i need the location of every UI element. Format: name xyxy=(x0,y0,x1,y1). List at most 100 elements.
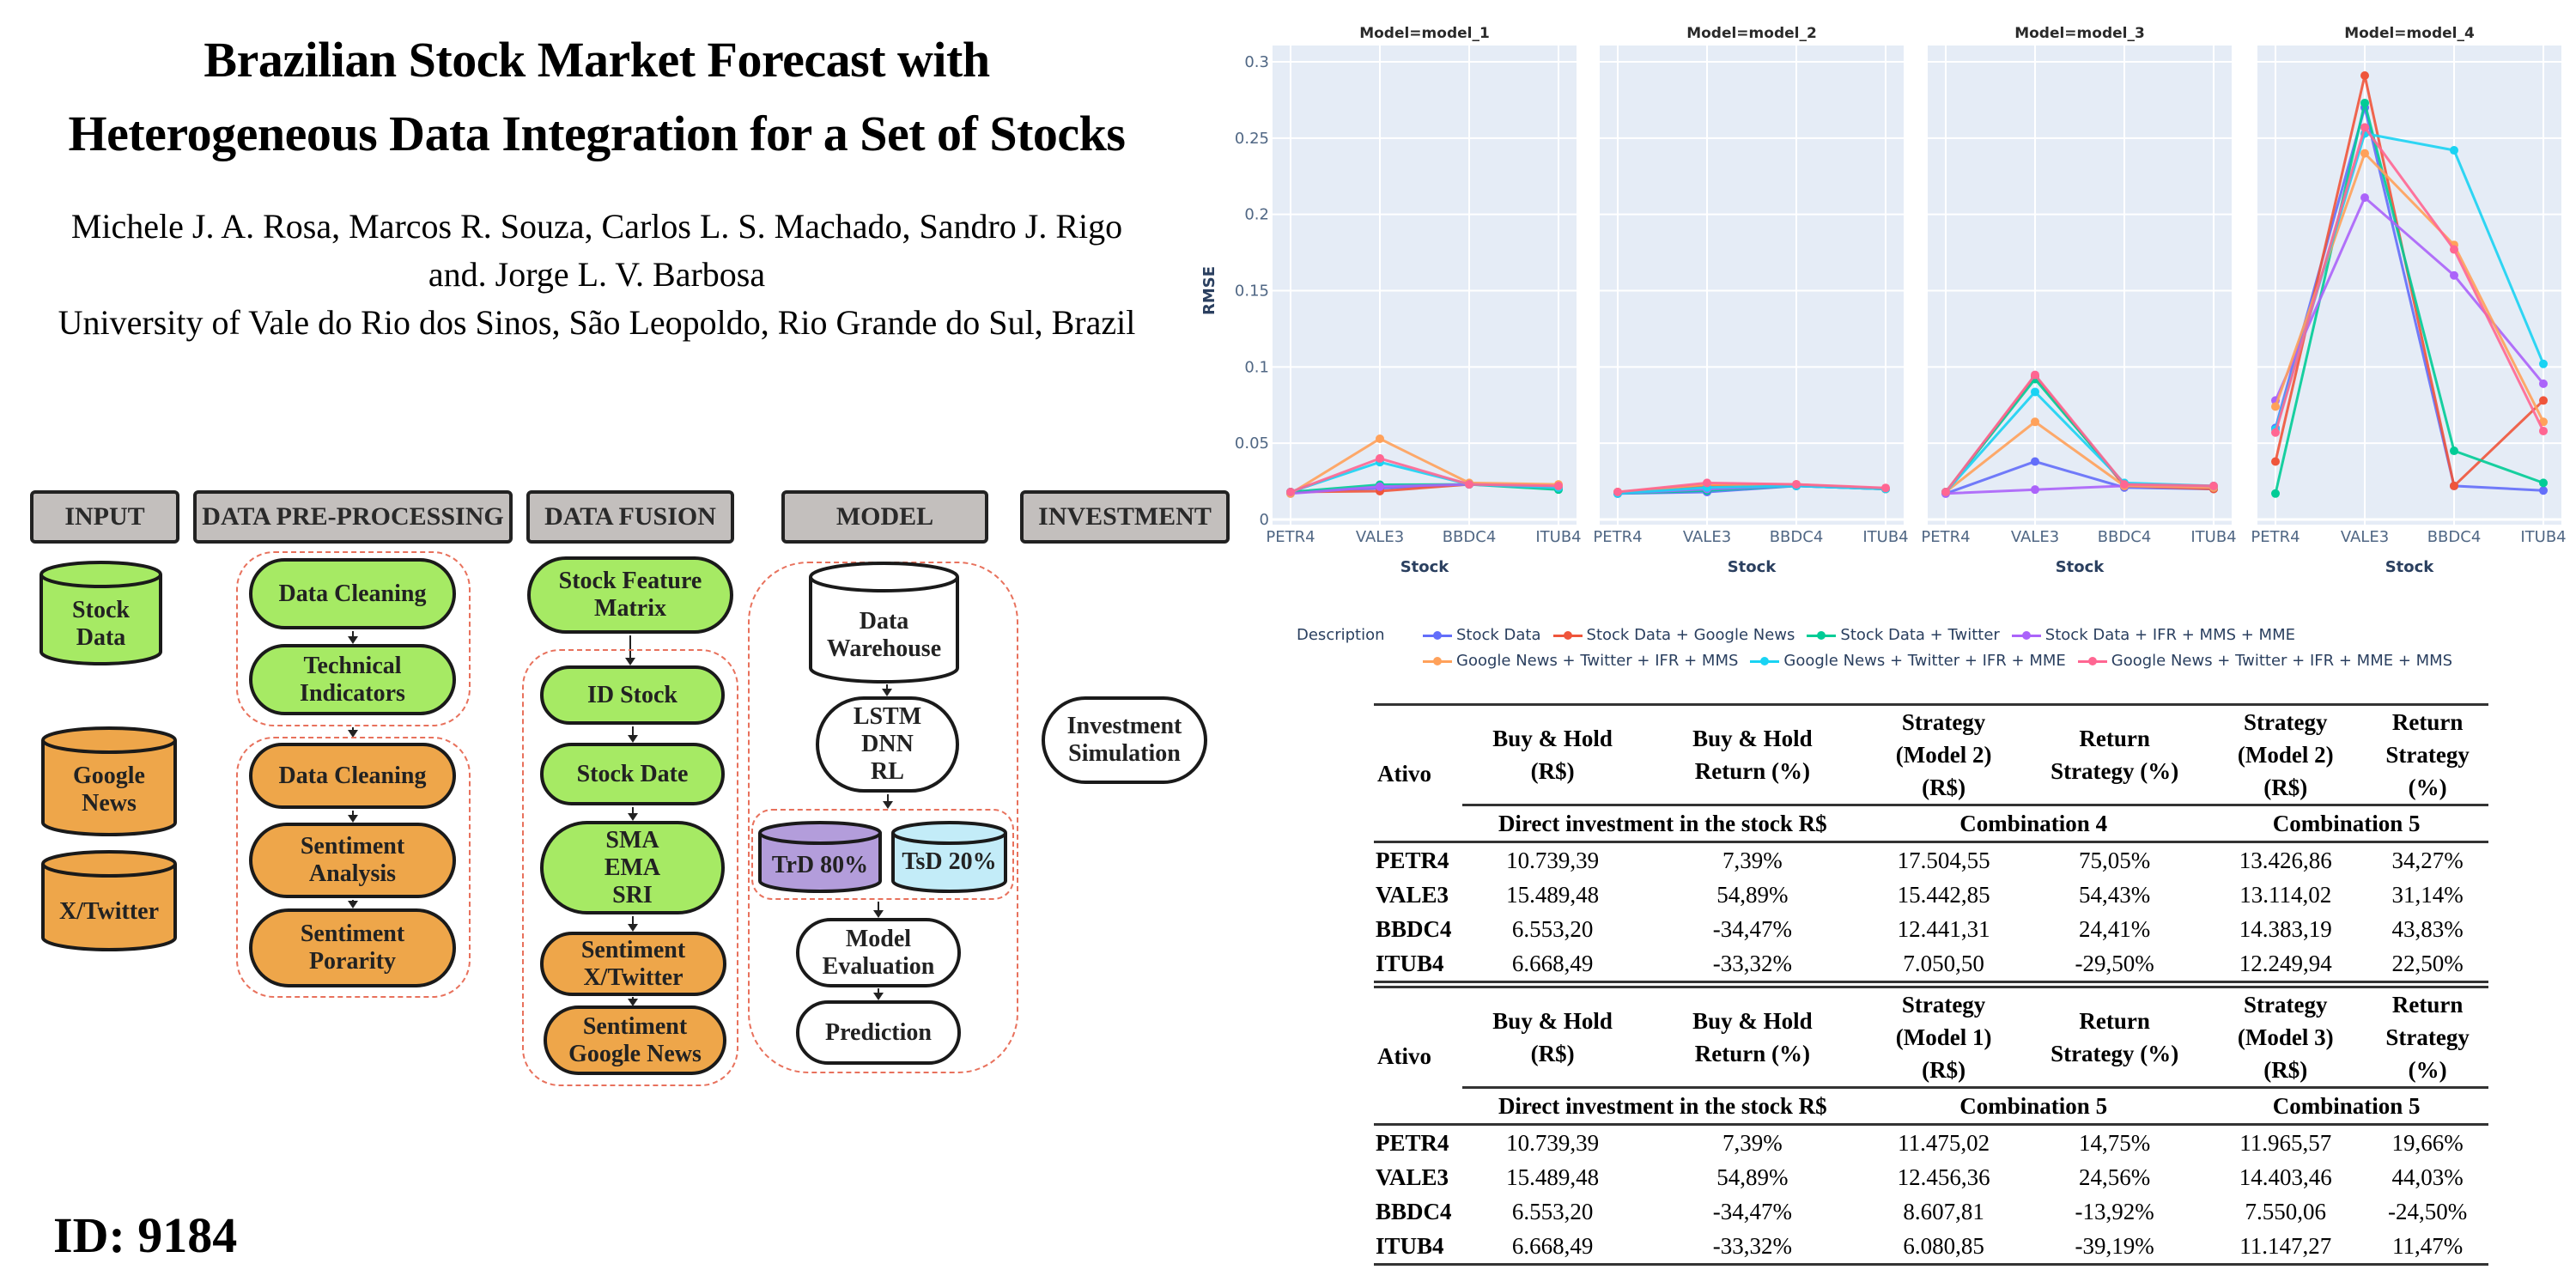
data-point xyxy=(2539,478,2548,488)
twitter-label: X/Twitter xyxy=(58,898,160,925)
asset-cell: ITUB4 xyxy=(1374,946,1463,983)
series-line xyxy=(1290,437,1559,495)
authors-line-1: Michele J. A. Rosa, Marcos R. Souza, Car… xyxy=(70,207,1123,246)
asset-cell: PETR4 xyxy=(1376,848,1449,873)
table-header-row: Ativo Buy & Hold (R$) Buy & Hold Return (%… xyxy=(1374,986,2488,1126)
series-line xyxy=(2274,125,2545,434)
paper-title-line-2: Heterogeneous Data Integration for a Set… xyxy=(68,106,1126,161)
data-point xyxy=(1376,482,1384,491)
series-line xyxy=(1617,481,1886,494)
value-cell: -33,32% xyxy=(1642,946,1863,983)
arrow-down-icon xyxy=(348,727,358,738)
panel-title: Model=model_1 xyxy=(1359,25,1490,42)
value-cell: 14.403,46 xyxy=(2239,1164,2332,1190)
column-group-label: Direct investment in the stock R$ xyxy=(1462,804,1863,843)
legend-item[interactable]: Stock Data + Twitter xyxy=(1807,626,2000,644)
stock-feature-matrix: Stock Feature Matrix xyxy=(527,556,733,634)
value-cell: 7.050,50 xyxy=(1862,946,2026,983)
data-point xyxy=(2271,457,2280,466)
data-point xyxy=(1376,434,1384,444)
legend-item[interactable]: Stock Data + IFR + MMS + MME xyxy=(2011,626,2295,644)
value-cell: 10.739,39 xyxy=(1506,848,1600,873)
results-table-2: Ativo Buy & Hold (R$) Buy & Hold Return (%… xyxy=(1374,986,2488,1266)
value-cell: -24,50% xyxy=(2387,1199,2468,1224)
arrow-down-icon xyxy=(873,902,884,918)
test-data-label: TsD 20% xyxy=(902,848,997,875)
data-point xyxy=(1465,480,1473,489)
value-cell: 14.383,19 xyxy=(2239,916,2332,942)
y-tick-label: 0.25 xyxy=(1235,130,1269,148)
x-tick-label: VALE3 xyxy=(2011,528,2059,546)
data-point xyxy=(2271,428,2280,437)
column-header: Strategy (Model 3) (R$) xyxy=(2204,986,2367,1088)
asset-cell: VALE3 xyxy=(1376,882,1449,908)
value-cell: 15.489,48 xyxy=(1506,882,1600,908)
value-cell: 8.607,81 xyxy=(1903,1199,1984,1224)
value-cell: 19,66% xyxy=(2391,1130,2464,1156)
arrow-down-icon xyxy=(348,631,358,644)
x-tick-label: PETR4 xyxy=(1266,528,1315,546)
stock-data-cylinder: Stock Data xyxy=(39,561,162,665)
fusion-group xyxy=(522,649,738,1086)
data-point xyxy=(2031,387,2039,397)
table-row: ITUB4 6.668,49 -33,32% 7.050,50 -29,50% 12.24… xyxy=(1374,946,2488,983)
stock-date: Stock Date xyxy=(540,743,725,805)
database-icon xyxy=(39,561,162,665)
data-point xyxy=(1703,478,1711,488)
column-group-label: Combination 5 xyxy=(2204,804,2488,843)
model-evaluation: Model Evaluation xyxy=(796,918,961,987)
x-tick-label: VALE3 xyxy=(1683,528,1731,546)
data-point xyxy=(1792,480,1801,489)
value-cell: 17.504,55 xyxy=(1897,848,1990,873)
legend-item[interactable]: Stock Data + Google News xyxy=(1552,626,1795,644)
data-point xyxy=(2539,379,2548,388)
data-point xyxy=(2120,480,2129,489)
results-table-1: Ativo Buy & Hold (R$) Buy & Hold Return (%… xyxy=(1374,703,2488,983)
data-point xyxy=(2209,481,2218,490)
legend-label: Stock Data xyxy=(1456,626,1541,644)
x-axis-title: Stock xyxy=(1728,558,1777,576)
legend-item[interactable]: Google News + Twitter + IFR + MME xyxy=(1750,652,2066,670)
legend-label: Google News + Twitter + IFR + MME + MMS xyxy=(2111,652,2453,670)
x-tick-label: VALE3 xyxy=(1356,528,1404,546)
legend-label: Stock Data + Twitter xyxy=(1840,626,2000,644)
value-cell: 6.668,49 xyxy=(1462,1229,1643,1266)
legend-swatch-icon xyxy=(1750,655,1780,667)
column-group-label: Combination 5 xyxy=(2204,1086,2488,1126)
column-group-label: Direct investment in the stock R$ xyxy=(1462,1086,1863,1126)
value-cell: 6.668,49 xyxy=(1462,946,1643,983)
text-preprocessing-group xyxy=(236,737,471,998)
series-line xyxy=(1617,484,1886,495)
table-row: PETR4 10.739,39 7,39% 11.475,02 14,75% 11.965… xyxy=(1374,1125,2488,1161)
table-header-row: Ativo Buy & Hold (R$) Buy & Hold Return (%… xyxy=(1374,703,2488,843)
panel-title: Model=model_2 xyxy=(1686,25,1817,42)
legend-label: Stock Data + IFR + MMS + MME xyxy=(2044,626,2295,644)
data-point xyxy=(1613,488,1622,497)
data-point xyxy=(2360,123,2369,132)
legend-item[interactable]: Stock Data xyxy=(1423,626,1541,644)
x-tick-label: PETR4 xyxy=(1593,528,1642,546)
database-icon xyxy=(41,850,177,951)
sentiment-google-news: Sentiment Google News xyxy=(544,1005,726,1075)
value-cell: -13,92% xyxy=(2075,1199,2154,1224)
x-tick-label: PETR4 xyxy=(1921,528,1970,546)
value-cell: 11.965,57 xyxy=(2239,1130,2332,1156)
arrow-down-icon xyxy=(628,997,638,1006)
series-line xyxy=(2274,195,2545,402)
data-point xyxy=(1554,481,1563,490)
table-row: ITUB4 6.668,49 -33,32% 6.080,85 -39,19% 11.14… xyxy=(1374,1229,2488,1266)
column-header: Strategy (Model 2) (R$) xyxy=(1862,703,2026,805)
legend-swatch-icon xyxy=(1423,629,1452,641)
value-cell: 10.739,39 xyxy=(1506,1130,1600,1156)
legend-item[interactable]: Google News + Twitter + IFR + MMS xyxy=(1423,652,1738,670)
data-warehouse-cylinder: Data Warehouse xyxy=(809,562,959,683)
legend-item[interactable]: Google News + Twitter + IFR + MME + MMS xyxy=(2077,652,2453,670)
arrow-down-icon xyxy=(628,916,638,932)
legend-label: Stock Data + Google News xyxy=(1586,626,1795,644)
legend-label: Google News + Twitter + IFR + MMS xyxy=(1456,652,1739,670)
value-cell: 11,47% xyxy=(2366,1229,2488,1266)
x-tick-label: ITUB4 xyxy=(1862,528,1908,546)
data-warehouse-label-1: Data xyxy=(859,608,909,635)
column-header: Buy & Hold Return (%) xyxy=(1642,986,1863,1088)
value-cell: 44,03% xyxy=(2391,1164,2464,1190)
